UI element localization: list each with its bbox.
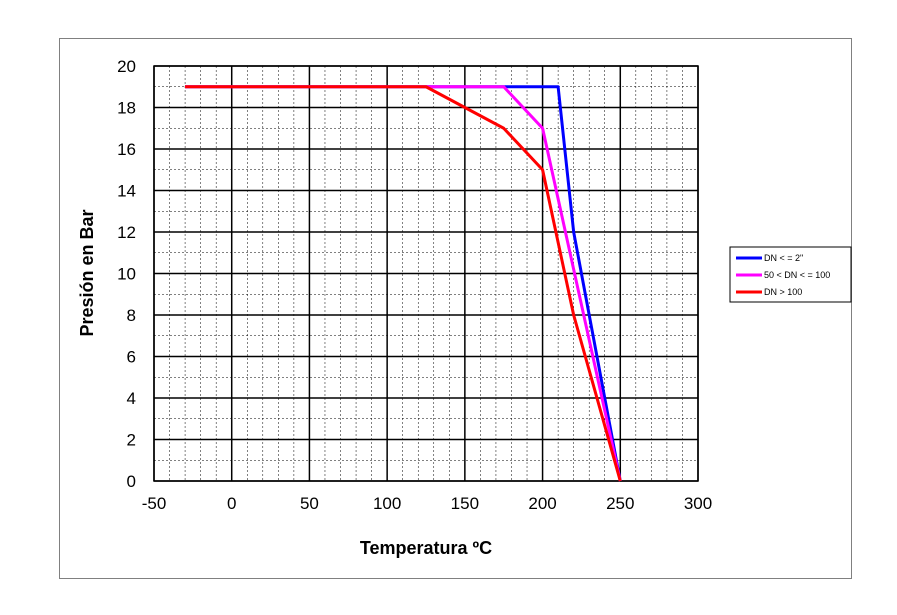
x-axis-ticks: -50 0 50 100 150 200 250 300	[142, 494, 712, 513]
series-line	[185, 85, 622, 482]
y-tick-label: 18	[117, 99, 136, 118]
legend-label: 50 < DN < = 100	[764, 270, 830, 280]
y-tick-label: 4	[127, 389, 136, 408]
x-tick-label: 100	[373, 494, 401, 513]
series-lines	[185, 85, 622, 482]
legend: DN < = 2" 50 < DN < = 100 DN > 100	[729, 246, 852, 303]
y-tick-label: 6	[127, 348, 136, 367]
legend-label: DN < = 2"	[764, 253, 803, 263]
y-tick-label: 20	[117, 57, 136, 76]
y-tick-label: 12	[117, 223, 136, 242]
y-tick-label: 2	[127, 431, 136, 450]
x-tick-label: 50	[300, 494, 319, 513]
y-tick-label: 0	[127, 472, 136, 491]
x-tick-label: 150	[451, 494, 479, 513]
y-axis-title: Presión en Bar	[77, 209, 97, 336]
y-tick-label: 10	[117, 265, 136, 284]
x-tick-label: 0	[227, 494, 236, 513]
x-tick-label: 300	[684, 494, 712, 513]
y-tick-label: 16	[117, 140, 136, 159]
y-axis-ticks: 0 2 4 6 8 10 12 14 16 18 20	[117, 57, 136, 491]
x-axis-title: Temperatura ºC	[360, 538, 492, 558]
x-tick-label: -50	[142, 494, 167, 513]
x-tick-label: 200	[528, 494, 556, 513]
y-tick-label: 14	[117, 182, 136, 201]
plot-border	[153, 65, 699, 482]
x-tick-label: 250	[606, 494, 634, 513]
legend-label: DN > 100	[764, 287, 802, 297]
y-tick-label: 8	[127, 306, 136, 325]
